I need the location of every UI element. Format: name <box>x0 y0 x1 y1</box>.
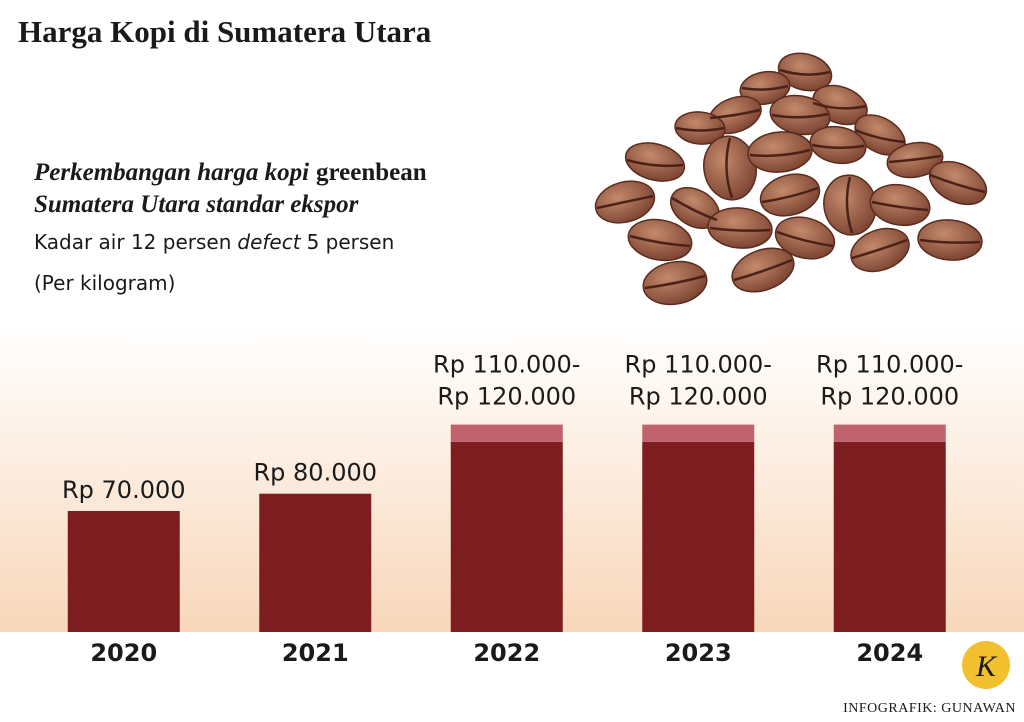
note-part: Kadar air 12 persen <box>34 230 231 254</box>
range-segment <box>642 424 755 442</box>
value-label: Rp 110.000- <box>816 351 963 379</box>
x-tick-label: 2022 <box>473 639 540 667</box>
source: INFOGRAFIK: GUNAWAN <box>843 701 1016 716</box>
range-segment <box>450 424 563 442</box>
chart-title: Harga Kopi di Sumatera Utara <box>18 14 432 49</box>
value-label: Rp 80.000 <box>253 459 377 487</box>
value-label: Rp 120.000 <box>820 383 959 411</box>
bar <box>259 493 372 632</box>
range-segment <box>833 424 946 442</box>
note-part: 5 persen <box>307 230 395 254</box>
unit: (Per kilogram) <box>34 271 175 295</box>
logo: K <box>975 650 998 683</box>
note: Kadar air 12 persen defect 5 persen <box>34 230 394 254</box>
bar <box>642 441 755 632</box>
x-tick-label: 2023 <box>665 639 732 667</box>
bar <box>833 441 946 632</box>
coffee-beans <box>594 52 988 306</box>
value-label: Rp 70.000 <box>62 476 186 504</box>
value-label: Rp 110.000- <box>625 351 772 379</box>
value-label: Rp 120.000 <box>629 383 768 411</box>
logo-badge <box>962 641 1010 689</box>
subtitle: Perkembangan harga kopi greenbean <box>33 159 427 186</box>
subtitle-italic: Perkembangan harga kopi <box>33 159 309 186</box>
bar <box>450 441 563 632</box>
value-label: Rp 110.000- <box>433 351 580 379</box>
note-part: defect <box>237 230 301 254</box>
value-label: Rp 120.000 <box>437 383 576 411</box>
subtitle-term: greenbean <box>316 159 427 186</box>
subtitle-line2: Sumatera Utara standar ekspor <box>34 191 359 218</box>
x-tick-label: 2021 <box>282 639 349 667</box>
x-tick-label: 2024 <box>856 639 923 667</box>
x-tick-label: 2020 <box>90 639 157 667</box>
bar <box>67 511 180 632</box>
